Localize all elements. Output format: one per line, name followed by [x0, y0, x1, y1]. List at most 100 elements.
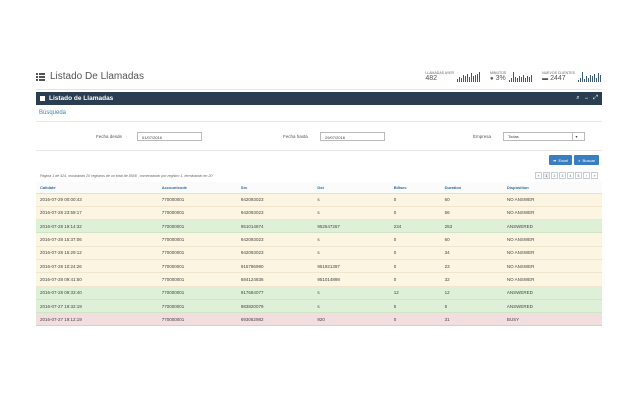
page-header: Listado De Llamadas LLAMADAS AYER 482 MI… — [36, 64, 602, 90]
fecha-desde-label: Fecha desde — [96, 133, 123, 139]
panel-header: Listado de Llamadas ⌕ − ⤢ — [36, 92, 602, 105]
pager-last[interactable]: » — [591, 172, 598, 179]
table-row[interactable]: 2016-07-28 09:33:40 770000001 917684077 s 12… — [36, 286, 602, 300]
spark-bar — [521, 77, 523, 82]
empresa-label: Empresa — [473, 133, 492, 139]
cell-disposition: ANSWERED — [502, 219, 602, 234]
cell-disposition: NO ANSWER — [502, 206, 602, 221]
col-src[interactable]: Src — [236, 182, 314, 194]
table-row[interactable]: 2016-07-28 10:24:26 770000001 915786990 951… — [36, 259, 602, 274]
cell-calldate: 2016-07-28 23:59:17 — [36, 206, 158, 221]
cell-accountcode: 770000001 — [157, 219, 237, 234]
cell-disposition: ANSWERED — [502, 286, 602, 300]
cell-accountcode: 770000001 — [157, 272, 237, 287]
cell-src: 915786990 — [236, 259, 314, 274]
search-icon[interactable]: ⌕ — [576, 95, 580, 101]
spark-bar — [519, 75, 521, 82]
pager-page-4[interactable]: 4 — [567, 172, 574, 179]
stat-value: ● 3% — [490, 75, 506, 82]
table-row[interactable]: 2016-07-29 00:00:43 770000001 942093023 s 0 6… — [36, 193, 602, 207]
spark-bar — [531, 74, 533, 82]
pager-page-3[interactable]: 3 — [559, 172, 566, 179]
stat-value: ▬ 2447 — [542, 75, 566, 82]
expand-icon[interactable]: ⤢ — [593, 95, 598, 101]
cell-src: 684124836 — [236, 272, 314, 287]
pager-page-2[interactable]: 2 — [551, 172, 558, 179]
fecha-desde-input[interactable]: 01/07/2016 — [137, 131, 202, 141]
cell-src: 917684077 — [236, 286, 314, 300]
spark-bar — [469, 77, 471, 82]
cell-duration: 5 — [440, 299, 503, 314]
cell-billsec: 12 — [389, 286, 441, 300]
cell-billsec: 0 — [389, 312, 441, 327]
spark-bar — [588, 77, 589, 82]
cell-duration: 34 — [440, 246, 503, 260]
search-icon: ⌕ — [578, 157, 581, 163]
cell-accountcode: 770000001 — [157, 259, 237, 274]
pager-page-5[interactable]: 5 — [575, 172, 582, 179]
spark-bar — [580, 77, 581, 82]
stat-label: NUEVOS CLIENTES — [542, 71, 575, 75]
spark-bar — [459, 77, 461, 82]
col-duration[interactable]: Duration — [440, 182, 503, 194]
cell-calldate: 2016-07-27 19:12:19 — [36, 312, 158, 327]
empresa-select[interactable]: Todas ▾ — [503, 131, 585, 141]
cell-dst: s — [313, 299, 390, 314]
cell-src: 951014874 — [236, 219, 314, 234]
fecha-hasta-input[interactable]: 29/07/2016 — [320, 131, 385, 141]
filters-row: Fecha desde 01/07/2016 Fecha hasta 29/07… — [36, 122, 602, 150]
cell-duration: 23 — [440, 259, 503, 274]
table-row[interactable]: 2016-07-27 19:32:19 770000001 983820079 s 5 5… — [36, 299, 602, 314]
col-calldate[interactable]: Calldate — [36, 182, 158, 194]
cell-accountcode: 770000001 — [157, 206, 237, 221]
spark-bar — [511, 78, 513, 82]
excel-button[interactable]: ➦ Excel — [549, 155, 573, 165]
up-circle-icon: ● — [490, 76, 494, 82]
cell-billsec: 0 — [389, 246, 441, 260]
col-billsec[interactable]: Billsec — [389, 182, 441, 194]
cart-icon: ▬ — [542, 76, 549, 82]
table-row[interactable]: 2016-07-28 09:41:50 770000001 684124836 951… — [36, 272, 602, 287]
table-row[interactable]: 2016-07-28 15:29:12 770000001 942093023 s 0 3… — [36, 246, 602, 260]
spark-bar — [517, 78, 519, 82]
table-row[interactable]: 2016-07-27 19:12:19 770000001 693062982 920… — [36, 312, 602, 327]
col-disposition[interactable]: Disposition — [502, 182, 602, 194]
table-row[interactable]: 2016-07-28 15:37:06 770000001 942093023 s 0 6… — [36, 232, 602, 247]
divider — [36, 150, 602, 151]
pager-page-1[interactable]: 1 — [543, 172, 550, 179]
cell-dst: s — [313, 286, 390, 300]
col-dst[interactable]: Dst — [313, 182, 390, 194]
table-row[interactable]: 2016-07-28 19:14:32 770000001 951014874 952… — [36, 219, 602, 234]
pager-next[interactable]: › — [583, 172, 590, 179]
spark-bar — [473, 76, 475, 82]
cell-dst: s — [313, 193, 390, 207]
cell-duration: 253 — [440, 219, 503, 234]
buscar-button[interactable]: ⌕ Buscar — [574, 155, 599, 165]
spark-bar — [578, 79, 579, 82]
cell-billsec: 0 — [389, 193, 441, 207]
stat-llamadas-ayer: LLAMADAS AYER 482 — [425, 71, 481, 82]
spark-bar — [596, 77, 597, 82]
cell-dst: s — [313, 232, 390, 247]
minimize-icon[interactable]: − — [584, 95, 589, 102]
sparkline — [457, 72, 481, 82]
table-row[interactable]: 2016-07-28 23:59:17 770000001 942093023 s 0 5… — [36, 206, 602, 221]
cell-src: 693062982 — [236, 312, 314, 327]
action-buttons: ➦ Excel ⌕ Buscar — [36, 151, 602, 169]
spark-bar — [463, 75, 465, 82]
spark-bar — [475, 75, 477, 82]
pager-first[interactable]: « — [535, 172, 542, 179]
col-accountcode[interactable]: Accountcode — [157, 182, 237, 194]
cell-src: 942093023 — [236, 193, 314, 207]
export-icon: ➦ — [553, 157, 557, 163]
panel-title: Listado de Llamadas — [49, 95, 114, 102]
cell-disposition: NO ANSWER — [502, 232, 602, 247]
stats-bar: LLAMADAS AYER 482 MINUTOS ● 3% NUEVOS CL… — [416, 71, 602, 82]
app-window: Listado De Llamadas LLAMADAS AYER 482 MI… — [36, 64, 602, 332]
spark-bar — [513, 72, 515, 82]
cell-billsec: 0 — [389, 232, 441, 247]
spark-bar — [594, 74, 595, 82]
sparkline — [509, 72, 533, 82]
cell-accountcode: 770000001 — [157, 246, 237, 260]
cell-accountcode: 770000001 — [157, 232, 237, 247]
